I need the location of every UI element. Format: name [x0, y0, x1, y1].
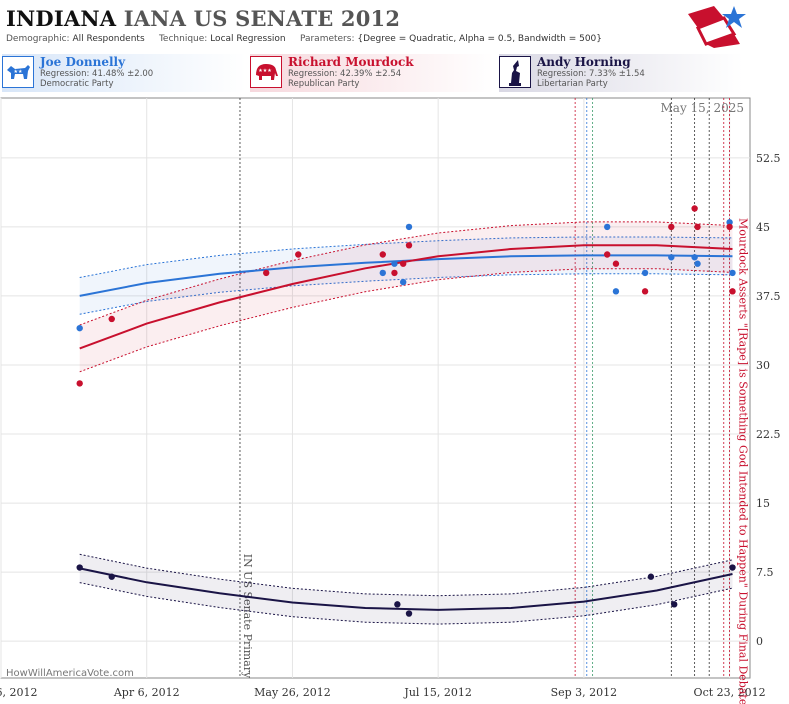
svg-text:★★★: ★★★: [258, 68, 272, 74]
rep-poll-point: [694, 223, 701, 231]
svg-text:★★: ★★: [14, 69, 23, 75]
rep-poll-point: [76, 380, 83, 387]
annotation-debate: Mourdock Asserts "[Rape] is Something Go…: [737, 218, 750, 704]
dem-poll-point: [391, 260, 398, 267]
candidate-card-lib[interactable]: Andy Horning Regression: 7.33% ±1.54 Lib…: [499, 54, 743, 92]
parameters-label: Parameters:: [299, 34, 355, 44]
y-tick-label: 45: [756, 221, 770, 234]
poll-chart: 0 7.5 15 22.5 30 37.5 45 52.5 Feb 16, 2012 Apr 6,…: [0, 97, 781, 704]
candidate-card-rep[interactable]: ★★★ Richard Mourdock Regression: 42.39% …: [250, 54, 494, 92]
rep-band-lower: [79, 268, 733, 373]
watermark: HowWillAmericaVote.com: [6, 668, 134, 679]
dem-poll-point: [641, 269, 649, 277]
candidate-regression: Regression: 42.39% ±2.54: [288, 69, 402, 79]
dem-poll-point: [612, 288, 620, 295]
state-title: INDIANA: [6, 6, 117, 31]
x-tick-label: Jul 15, 2012: [403, 686, 472, 699]
dem-poll-point: [668, 254, 675, 261]
dem-poll-point: [379, 269, 386, 277]
y-tick-label: 52.5: [756, 152, 781, 165]
dem-poll-point: [603, 223, 611, 231]
rep-poll-point: [379, 251, 386, 258]
lib-poll-point: [729, 564, 736, 571]
lib-regression-line: [79, 567, 733, 611]
rep-band-upper: [79, 221, 733, 326]
lib-poll-point: [405, 610, 413, 617]
dem-poll-point: [691, 254, 698, 261]
lib-confidence-band: [79, 554, 733, 625]
candidate-name: Richard Mourdock: [288, 55, 414, 69]
technique-label: Technique:: [158, 34, 208, 44]
lib-poll-point: [671, 601, 678, 608]
lib-band-upper: [79, 553, 733, 597]
demographic-label: Demographic:: [6, 34, 70, 44]
candidate-name: Joe Donnelly: [40, 55, 126, 69]
lib-poll-point: [76, 564, 83, 571]
x-tick-label: Oct 23, 2012: [694, 686, 766, 699]
x-tick-label: Feb 16, 2012: [0, 686, 38, 699]
rep-poll-point: [641, 288, 649, 295]
liberty-statue-icon: [499, 56, 531, 88]
site-logo-icon[interactable]: [684, 4, 748, 48]
y-tick-label: 15: [756, 497, 770, 510]
y-tick-label: 22.5: [756, 428, 781, 441]
page-title: INDIANA IANA US SENATE 2012: [6, 6, 400, 31]
candidate-party: Libertarian Party: [537, 79, 608, 89]
candidate-name: Andy Horning: [537, 55, 631, 69]
lib-poll-point: [647, 573, 655, 580]
y-tick-label: 7.5: [756, 566, 774, 579]
candidate-party: Democratic Party: [40, 79, 114, 89]
x-tick-label: Apr 6, 2012: [113, 686, 180, 699]
y-tick-label: 0: [756, 635, 763, 648]
date-stamp: May 15, 2025: [661, 101, 744, 115]
rep-poll-point: [691, 205, 698, 212]
dem-poll-point: [729, 269, 736, 277]
y-tick-label: 37.5: [756, 290, 781, 303]
candidate-card-dem[interactable]: ★★ Joe Donnelly Regression: 41.48% ±2.00…: [2, 54, 246, 92]
lib-band-lower: [79, 582, 733, 625]
candidate-regression: Regression: 7.33% ±1.54: [537, 69, 645, 79]
x-tick-label: Sep 3, 2012: [551, 686, 618, 699]
rep-confidence-band: [79, 221, 733, 372]
race-title: IANA US SENATE 2012: [123, 6, 401, 31]
technique-value: Local Regression: [210, 34, 286, 44]
candidate-party: Republican Party: [288, 79, 360, 89]
y-tick-label: 30: [756, 359, 770, 372]
dem-poll-point: [726, 219, 733, 226]
lib-poll-point: [394, 601, 401, 608]
x-tick-label: May 26, 2012: [254, 686, 331, 699]
rep-poll-point: [263, 269, 270, 277]
rep-poll-point: [399, 260, 407, 267]
rep-poll-point: [729, 288, 736, 295]
dem-poll-point: [76, 324, 83, 332]
rep-poll-point: [603, 251, 611, 258]
elephant-icon: ★★★: [250, 56, 282, 88]
dem-poll-point: [399, 278, 407, 286]
rep-poll-point: [108, 315, 115, 323]
parameters-value: {Degree = Quadratic, Alpha = 0.5, Bandwi…: [357, 34, 603, 44]
rep-poll-point: [612, 260, 620, 267]
candidate-regression: Regression: 41.48% ±2.00: [40, 69, 154, 79]
rep-poll-point: [726, 223, 733, 231]
dem-band-upper: [79, 236, 733, 278]
dem-poll-point: [694, 260, 701, 267]
rep-poll-point: [668, 223, 675, 231]
rep-poll-point: [405, 242, 413, 249]
lib-poll-point: [108, 573, 115, 580]
donkey-icon: ★★: [2, 56, 34, 88]
annotation-primary: IN US Senate Primary: [241, 554, 254, 679]
dem-poll-point: [405, 223, 413, 231]
demographic-value: All Respondents: [72, 34, 145, 44]
parameters-bar: Demographic: All Respondents Technique: …: [6, 34, 602, 44]
rep-poll-point: [295, 251, 302, 258]
rep-poll-point: [391, 269, 398, 277]
